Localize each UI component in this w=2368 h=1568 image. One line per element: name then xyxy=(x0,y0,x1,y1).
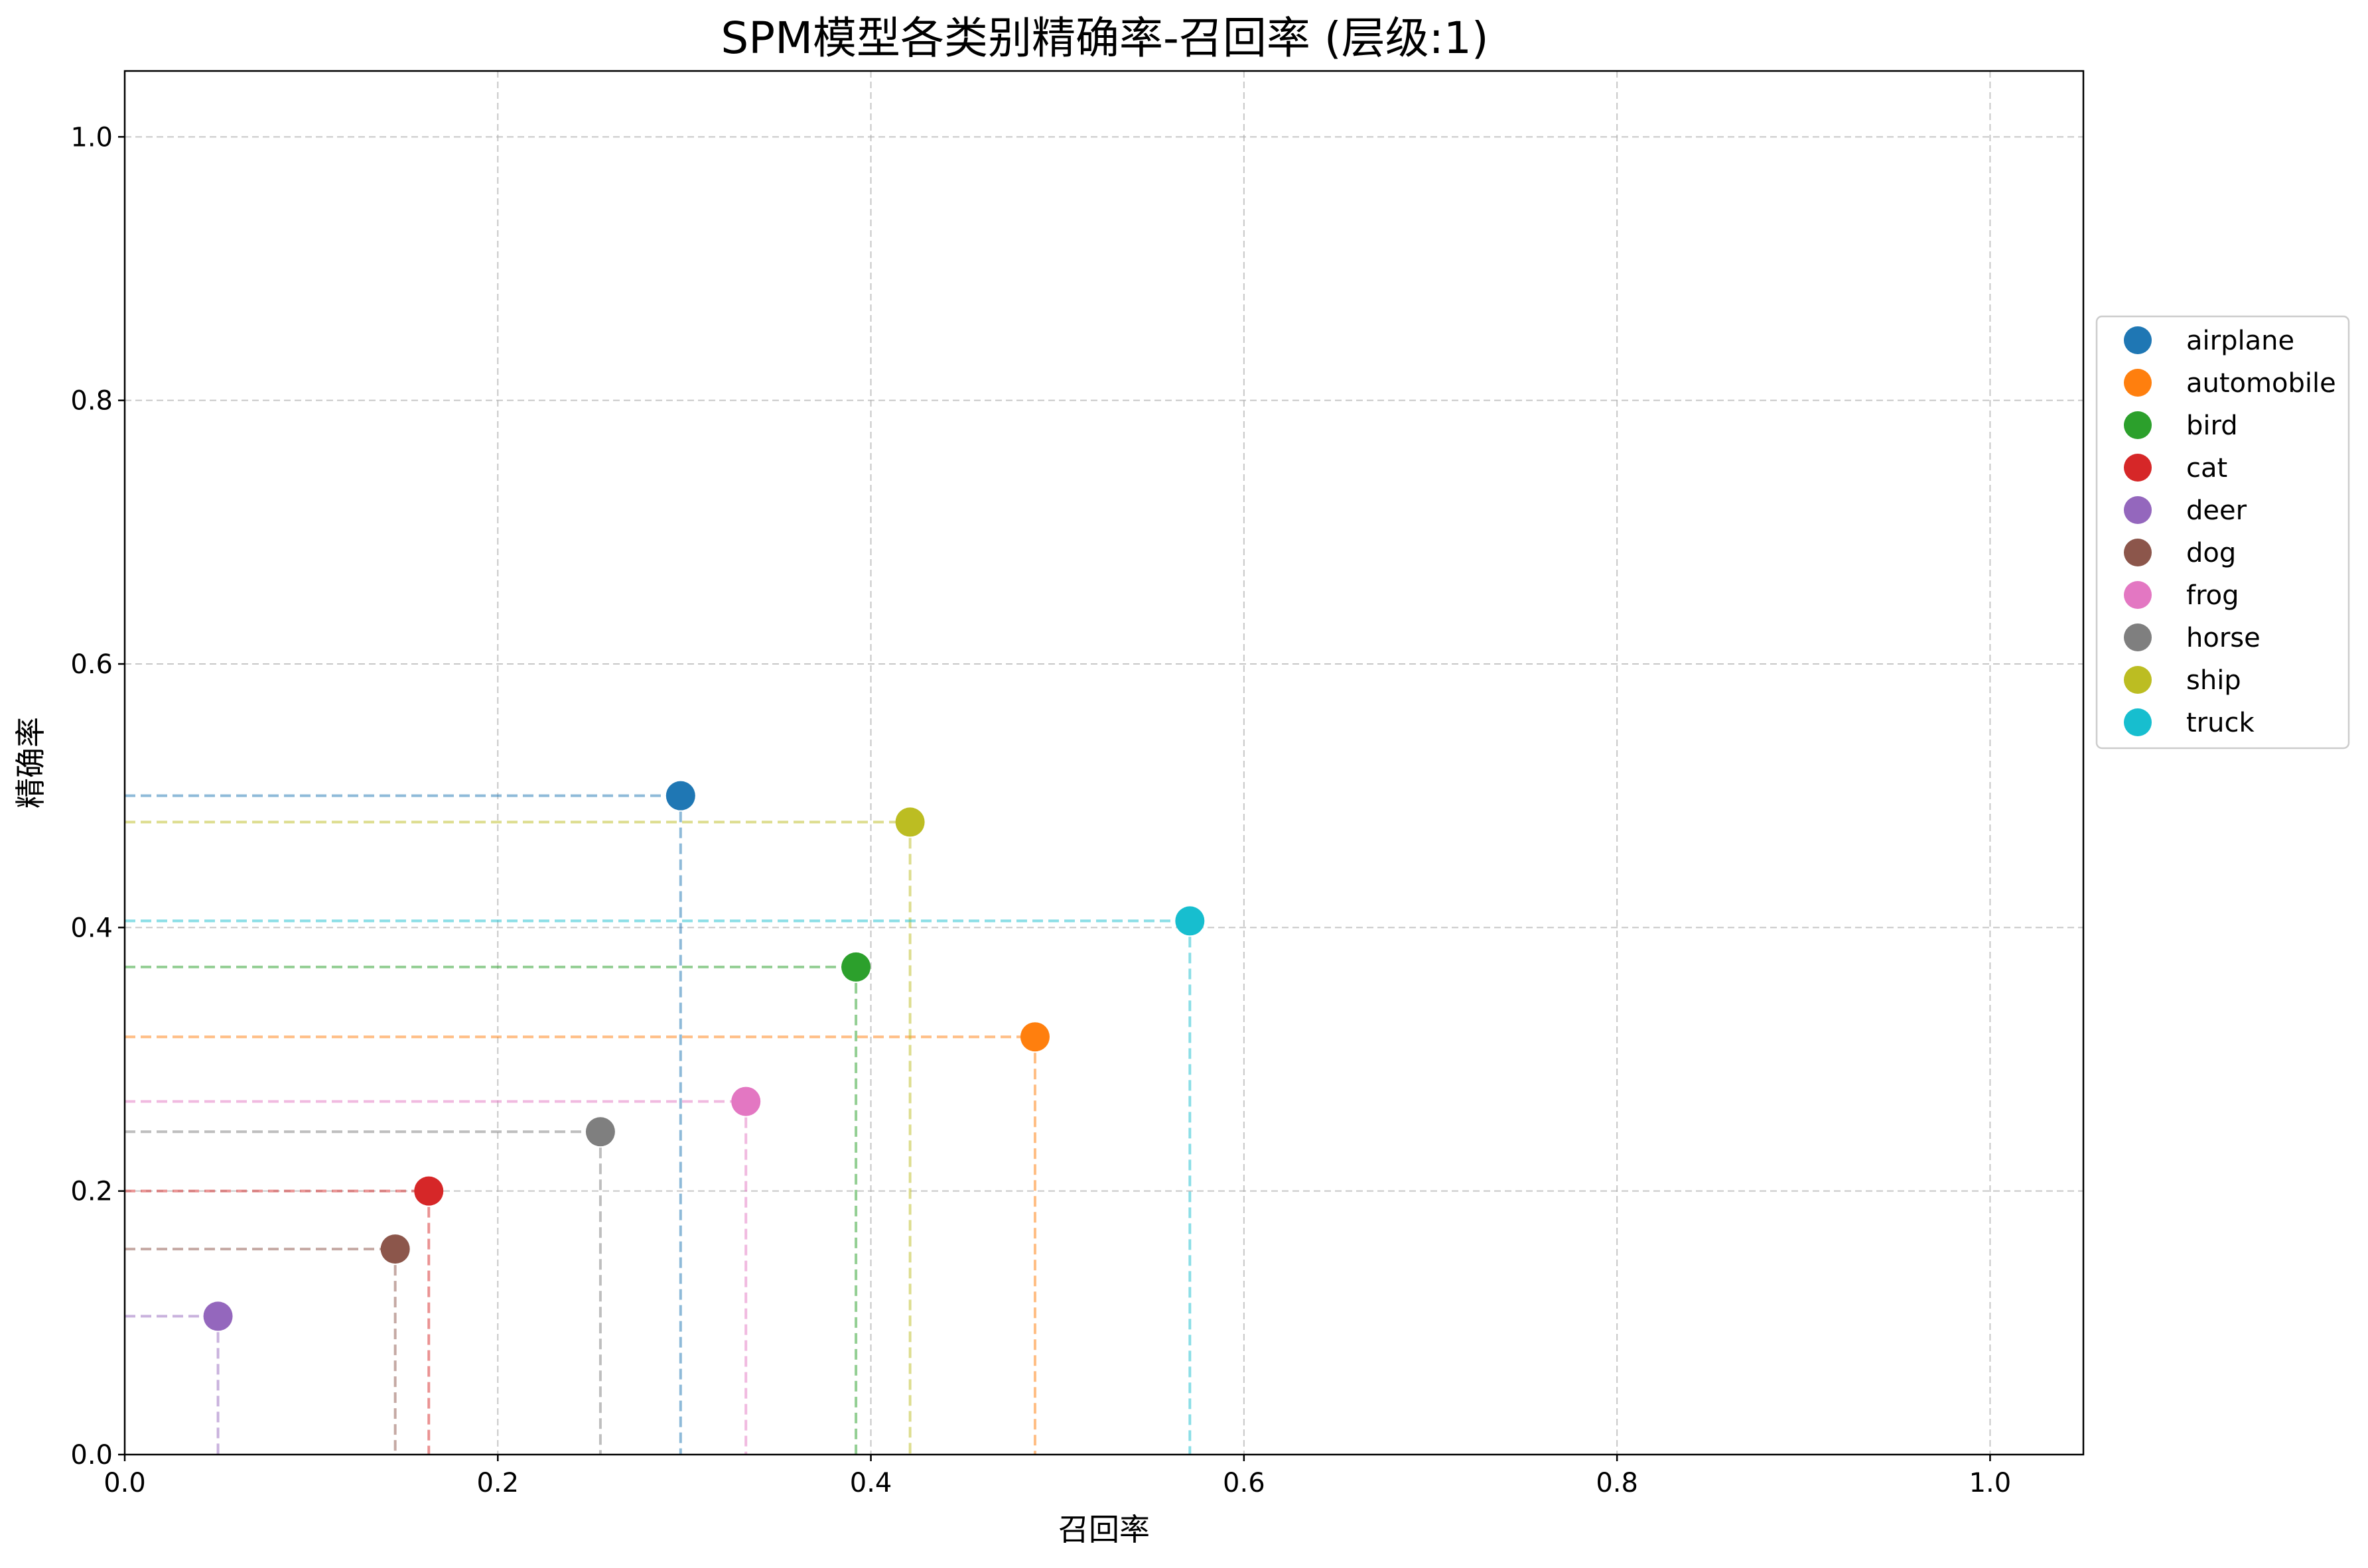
legend-label-automobile: automobile xyxy=(2186,368,2336,399)
data-points xyxy=(203,781,1205,1331)
legend-marker-ship xyxy=(2124,666,2152,694)
legend-label-airplane: airplane xyxy=(2186,326,2294,356)
legend-label-cat: cat xyxy=(2186,453,2227,484)
data-point-ship xyxy=(895,807,925,837)
legend-marker-frog xyxy=(2124,581,2152,609)
legend-frame xyxy=(2095,315,2350,750)
legend-label-ship: ship xyxy=(2186,665,2241,696)
legend-marker-bird xyxy=(2124,411,2152,439)
legend-label-horse: horse xyxy=(2186,623,2261,653)
axis-ticks: 0.0 0.2 0.4 0.6 0.8 1.0 0.0 0.2 0.4 0.6 0.8 1.0 xyxy=(70,122,2011,1498)
y-tick-label: 0.0 xyxy=(70,1440,113,1470)
legend-label-frog: frog xyxy=(2186,580,2239,611)
data-point-frog xyxy=(731,1086,761,1116)
legend-marker-dog xyxy=(2124,539,2152,566)
legend-marker-cat xyxy=(2124,454,2152,482)
chart-title: SPM模型各类别精确率-召回率 (层级:1) xyxy=(721,13,1488,64)
legend-marker-airplane xyxy=(2124,326,2152,354)
x-tick-label: 1.0 xyxy=(1969,1468,2012,1498)
y-tick-label: 0.2 xyxy=(70,1177,113,1207)
x-tick-label: 0.6 xyxy=(1223,1468,1265,1498)
legend-marker-truck xyxy=(2124,708,2152,736)
data-point-deer xyxy=(203,1301,233,1331)
x-tick-label: 0.2 xyxy=(476,1468,519,1498)
data-point-automobile xyxy=(1020,1022,1050,1052)
plot-frame xyxy=(123,70,2085,1456)
y-tick-label: 1.0 xyxy=(70,122,113,153)
y-tick-label: 0.6 xyxy=(70,649,113,680)
legend-label-bird: bird xyxy=(2186,411,2238,441)
drop-lines xyxy=(125,794,1192,1455)
data-point-airplane xyxy=(665,781,695,811)
y-axis-label: 精确率 xyxy=(13,717,48,809)
legend-label-deer: deer xyxy=(2186,495,2247,526)
data-point-dog xyxy=(380,1234,410,1264)
legend-marker-deer xyxy=(2124,496,2152,524)
x-tick-label: 0.8 xyxy=(1596,1468,1638,1498)
data-point-truck xyxy=(1175,906,1205,936)
x-tick-label: 0.0 xyxy=(104,1468,146,1498)
data-point-horse xyxy=(585,1117,615,1147)
legend-marker-horse xyxy=(2124,623,2152,651)
legend-label-truck: truck xyxy=(2186,708,2255,738)
y-tick-label: 0.8 xyxy=(70,386,113,417)
legend: airplane automobile bird cat deer dog frog hors… xyxy=(2095,315,2350,750)
x-tick-label: 0.4 xyxy=(850,1468,892,1498)
legend-marker-automobile xyxy=(2124,369,2152,397)
x-axis-label: 召回率 xyxy=(1058,1512,1150,1547)
data-point-bird xyxy=(841,952,871,982)
y-tick-label: 0.4 xyxy=(70,913,113,943)
legend-label-dog: dog xyxy=(2186,538,2236,568)
data-point-cat xyxy=(414,1176,444,1206)
